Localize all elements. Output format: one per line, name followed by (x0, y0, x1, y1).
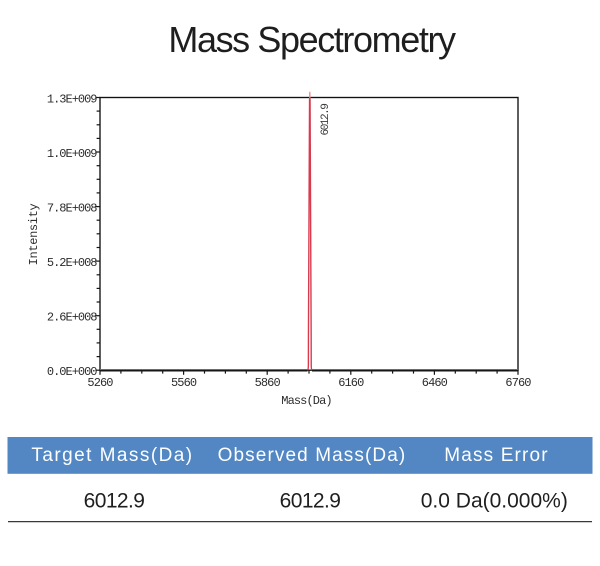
svg-text:Mass Error: Mass Error (444, 445, 548, 466)
svg-text:5860: 5860 (255, 376, 281, 390)
svg-text:5.2E+008: 5.2E+008 (47, 256, 97, 270)
svg-text:Target Mass(Da): Target Mass(Da) (31, 445, 193, 466)
svg-text:6012.9: 6012.9 (280, 489, 341, 512)
svg-text:6460: 6460 (422, 376, 448, 390)
svg-text:7.8E+008: 7.8E+008 (47, 202, 97, 216)
svg-text:0.0 Da(0.000%): 0.0 Da(0.000%) (421, 489, 568, 512)
svg-text:1.3E+009: 1.3E+009 (47, 92, 97, 106)
svg-text:6012.9: 6012.9 (320, 104, 332, 136)
svg-text:0.0E+000: 0.0E+000 (47, 365, 97, 379)
svg-text:5560: 5560 (171, 376, 197, 390)
svg-text:6760: 6760 (505, 376, 531, 390)
svg-text:Intensity: Intensity (27, 204, 41, 266)
svg-text:6012.9: 6012.9 (84, 489, 145, 512)
svg-text:Observed Mass(Da): Observed Mass(Da) (218, 445, 407, 466)
svg-text:2.6E+008: 2.6E+008 (47, 311, 97, 325)
svg-text:1.0E+009: 1.0E+009 (47, 147, 97, 161)
svg-text:Mass(Da): Mass(Da) (281, 394, 331, 408)
svg-text:Mass Spectrometry: Mass Spectrometry (168, 19, 456, 60)
svg-text:5260: 5260 (87, 376, 113, 390)
svg-text:6160: 6160 (338, 376, 364, 390)
